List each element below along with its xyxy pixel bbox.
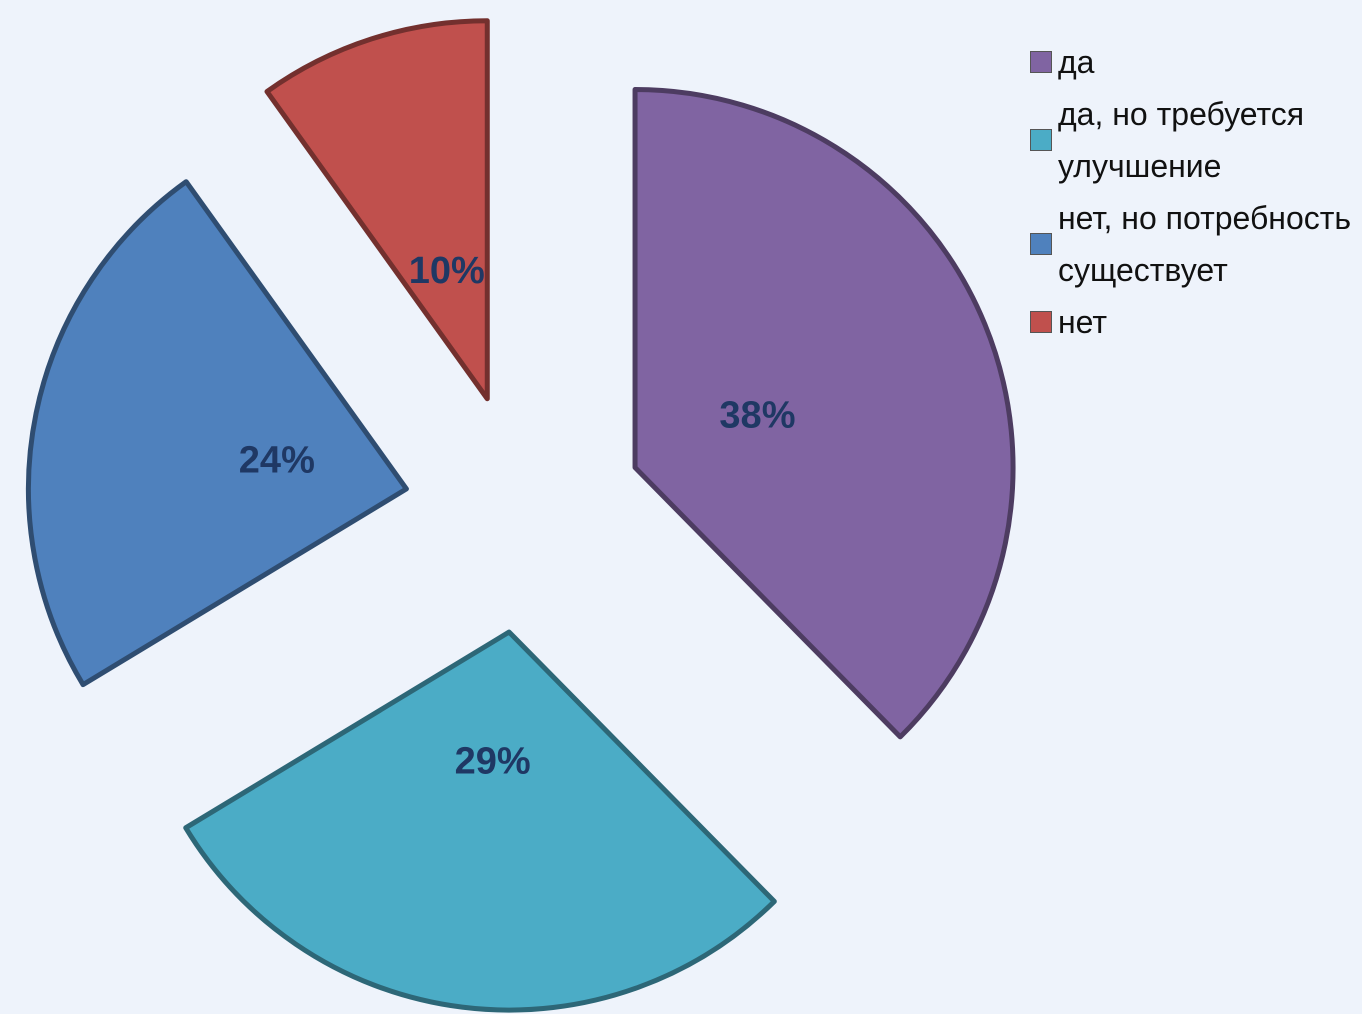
legend-swatch <box>1030 311 1052 333</box>
pie-slice <box>25 179 409 688</box>
data-label: 24% <box>239 439 315 481</box>
data-label: 38% <box>719 394 795 436</box>
legend-label: нет, но потребность существует <box>1058 200 1352 288</box>
legend-label: да <box>1058 44 1095 80</box>
legend-item: да, но требуется улучшение <box>1030 88 1355 192</box>
legend-item: да <box>1030 36 1355 88</box>
legend-swatch <box>1030 51 1052 73</box>
pie-slice <box>632 87 1016 740</box>
data-label: 10% <box>409 250 485 292</box>
legend-swatch <box>1030 129 1052 151</box>
legend-label: да, но требуется улучшение <box>1058 96 1305 184</box>
legend-label: нет <box>1058 304 1108 340</box>
legend-swatch <box>1030 233 1052 255</box>
legend-item: нет, но потребность существует <box>1030 192 1355 296</box>
data-label: 29% <box>455 740 531 782</box>
legend-item: нет <box>1030 296 1355 348</box>
pie-slice <box>264 18 490 402</box>
legend: да да, но требуется улучшение нет, но потр… <box>1030 36 1355 348</box>
pie-slice <box>183 629 777 1013</box>
